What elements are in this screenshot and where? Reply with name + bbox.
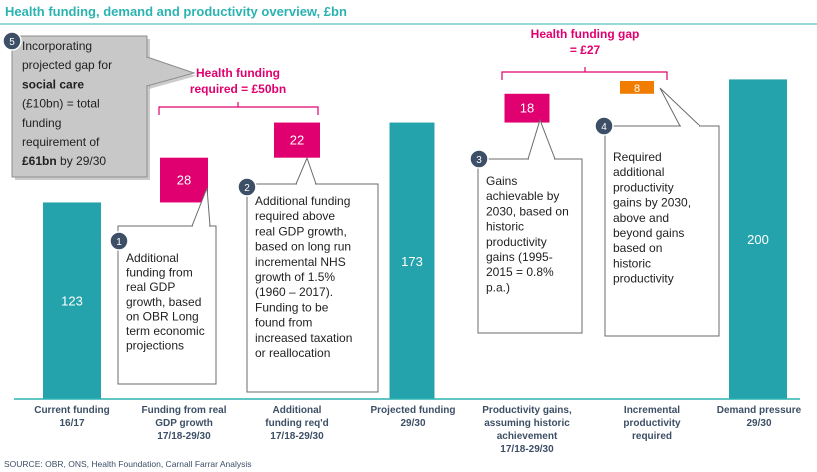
bar-2	[160, 157, 208, 203]
callout-2: 2 Additional funding required above real GD…	[237, 156, 379, 393]
callout-number-1: 1	[116, 237, 122, 248]
bar-value-label-3: 22	[290, 133, 304, 148]
x-tick-label-1: Current funding 16/17	[34, 405, 110, 429]
callout-box-5	[11, 35, 148, 178]
x-tick-label-5: Productivity gains, assuming historic achi…	[482, 405, 572, 455]
callout-number-5: 5	[9, 37, 15, 48]
bar-value-label-7: 200	[747, 232, 769, 247]
callout-text-4: Required additional productivity gains by 2…	[613, 150, 691, 286]
callout-number-badge-1	[109, 231, 129, 251]
bar-value-label-1: 123	[61, 294, 83, 309]
bar-7	[729, 79, 787, 400]
bar-6	[620, 80, 654, 94]
brackets-layer: Health funding required = £50bn Health fun…	[158, 27, 668, 115]
bracket-2	[501, 67, 668, 80]
callout-4: 4 Required additional productivity gains by …	[594, 87, 720, 337]
bar-5	[504, 93, 550, 123]
callout-text-1: Additional funding from real GDP growth, ba…	[126, 251, 205, 353]
x-tick-label-6: Incremental productivity required	[623, 405, 681, 442]
callout-text-5: Incorporating projected gap for social car…	[22, 39, 112, 168]
bar-1	[43, 202, 101, 399]
callout-number-badge-2	[237, 177, 257, 197]
bar-value-label-2: 28	[177, 173, 191, 188]
x-tick-label-7: Demand pressure 29/30	[717, 405, 802, 429]
callout-box-2	[246, 183, 379, 393]
bar-3	[274, 122, 320, 158]
source-note: SOURCE: OBR, ONS, Health Foundation, Car…	[4, 459, 252, 469]
bar-value-label-6: 8	[634, 83, 640, 95]
callout-pointer-4	[659, 87, 702, 127]
bracket-label-1: Health funding required = £50bn	[190, 66, 286, 96]
callout-number-2: 2	[244, 183, 250, 194]
callout-box-1	[117, 225, 217, 385]
bar-value-label-5: 18	[520, 101, 534, 116]
callout-box-3	[477, 158, 583, 334]
callout-number-4: 4	[601, 122, 607, 133]
callout-number-badge-4	[594, 116, 614, 136]
callout-pointer-3	[527, 118, 556, 160]
callout-number-3: 3	[476, 155, 482, 166]
x-tick-label-4: Projected funding 29/30	[371, 405, 456, 429]
callout-number-badge-3	[469, 149, 489, 169]
x-tick-label-3: Additional funding req'd 17/18-29/30	[265, 405, 328, 442]
callout-text-3: Gains achievable by 2030, based on historic…	[486, 174, 569, 294]
callout-3: 3 Gains achievable by 2030, based on histori…	[469, 118, 583, 334]
x-tick-label-2: Funding from real GDP growth 17/18-29/30	[142, 405, 227, 442]
callout-box-4	[604, 125, 720, 337]
bar-value-label-4: 173	[401, 254, 423, 269]
bracket-label-2: Health funding gap = £27	[531, 27, 640, 57]
chart-title: Health funding, demand and productivity …	[5, 4, 347, 19]
bracket-1	[158, 102, 319, 115]
callout-1: 1 Additional funding from real GDP growth, b…	[109, 187, 217, 385]
callout-pointer-2	[295, 156, 317, 185]
callout-text-2: Additional funding required above real GDP…	[255, 194, 352, 360]
callouts-layer: 1 Additional funding from real GDP growth, b…	[2, 31, 720, 393]
callout-5: 5 Incorporating projected gap for social ca…	[2, 31, 196, 180]
bar-4	[389, 122, 435, 400]
x-axis-labels: Current funding 16/17 Funding from real GDP…	[34, 405, 801, 455]
callout-number-badge-5	[2, 31, 22, 51]
